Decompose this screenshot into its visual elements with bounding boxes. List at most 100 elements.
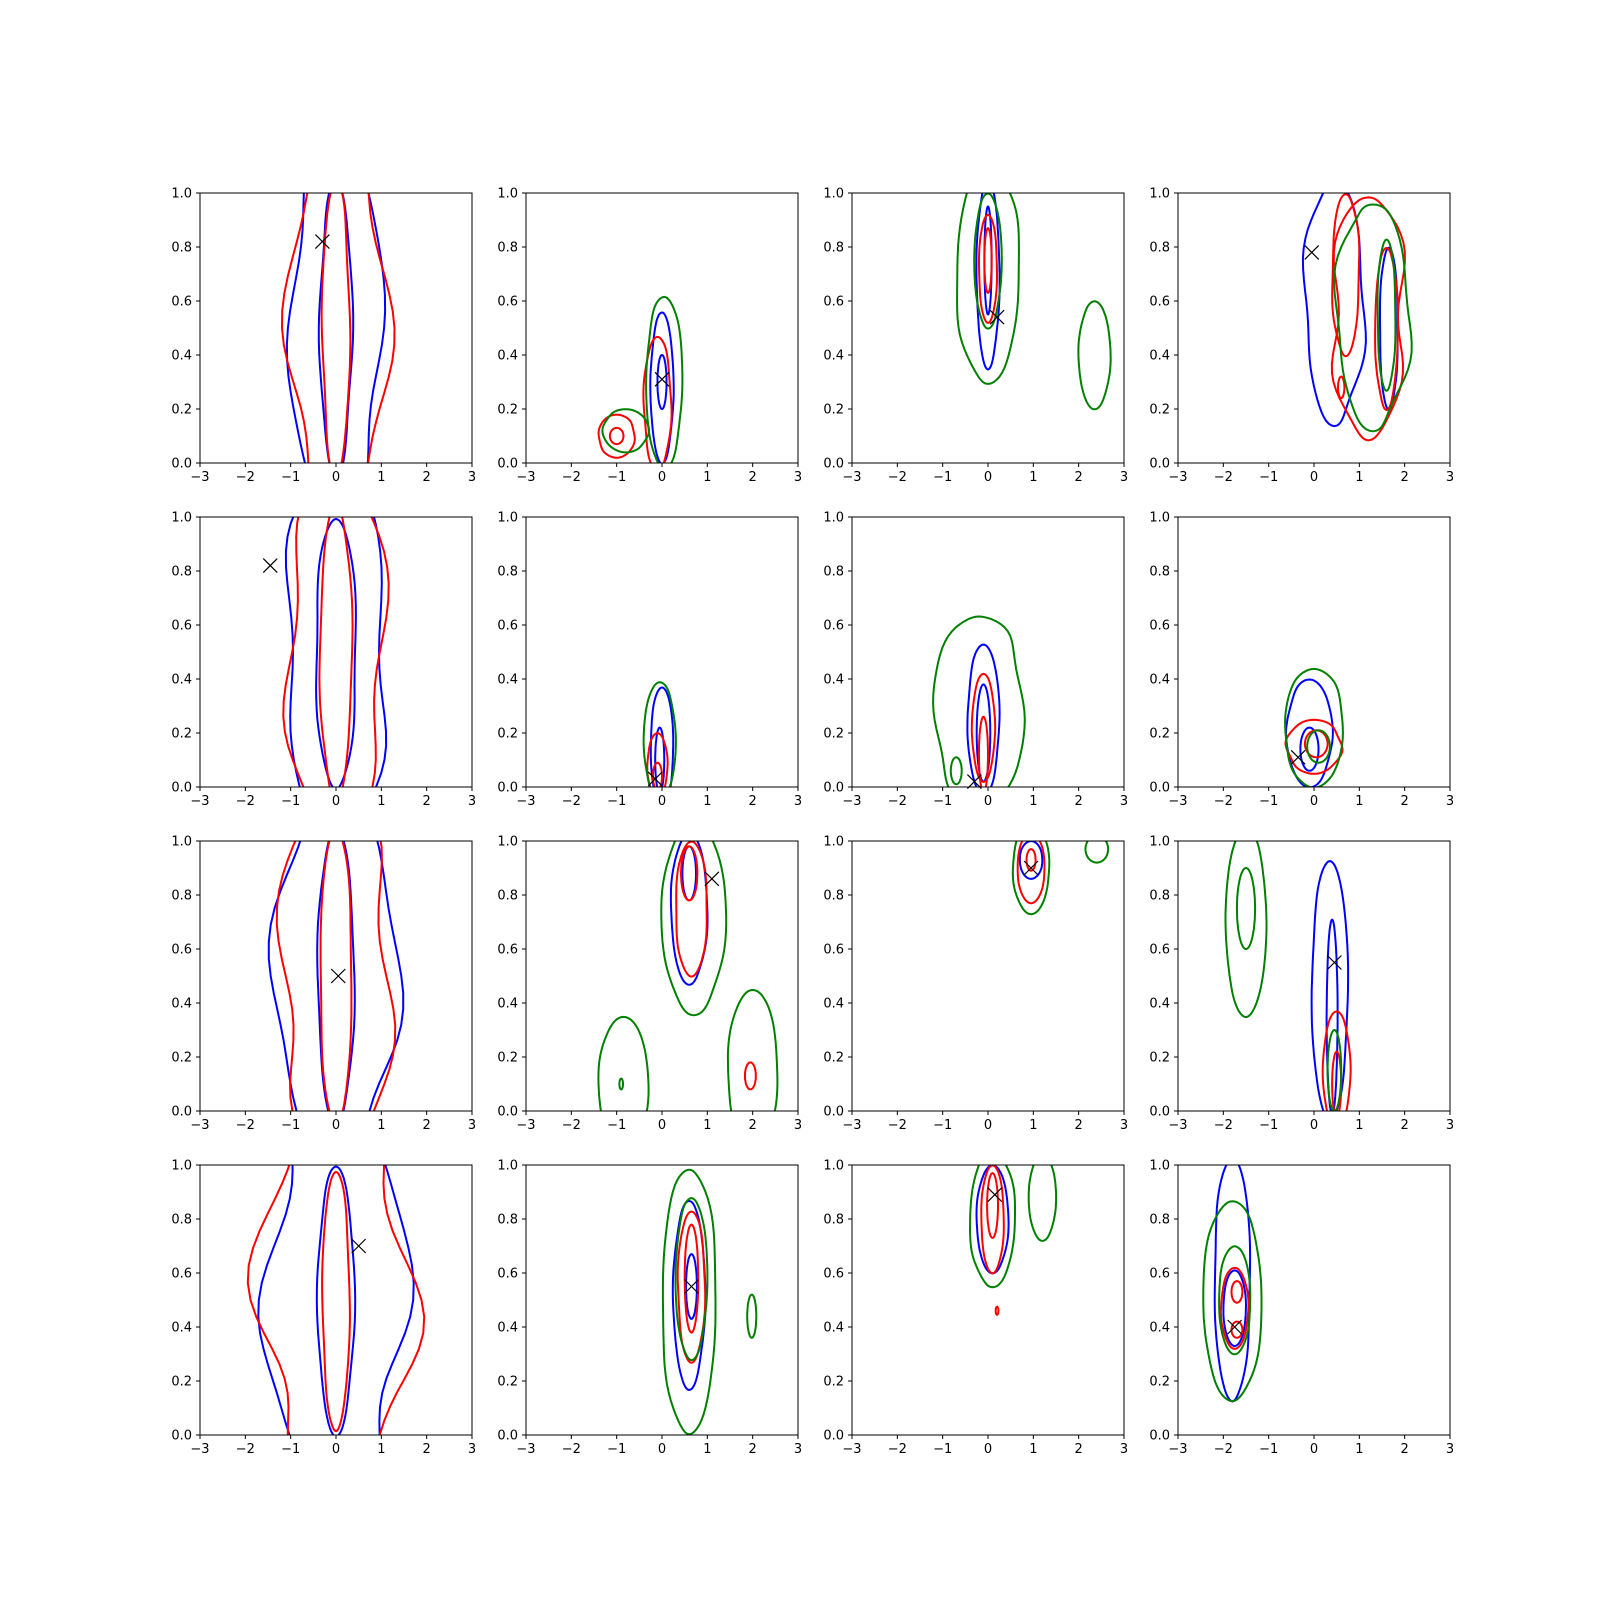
y-tick-label: 0.6: [171, 1267, 192, 1282]
red-contour: [1330, 196, 1406, 442]
y-tick-label: 0.0: [497, 1105, 518, 1120]
blue-contour: [1213, 1165, 1252, 1403]
green-contour: [1326, 1029, 1343, 1111]
y-tick-label: 0.2: [171, 1051, 192, 1066]
y-tick-label: 0.2: [1149, 1051, 1170, 1066]
x-tick-label: 1: [1029, 1118, 1037, 1133]
x-tick-label: −1: [933, 794, 952, 809]
red-contour: [608, 426, 625, 446]
y-tick-label: 0.8: [1149, 241, 1170, 256]
y-tick-label: 0.8: [171, 1213, 192, 1228]
x-tick-label: 0: [984, 794, 992, 809]
x-marker: [314, 234, 330, 250]
y-tick-label: 0.8: [497, 565, 518, 580]
y-tick-label: 0.0: [171, 781, 192, 796]
green-contour: [1202, 1200, 1263, 1403]
y-tick-label: 0.0: [1149, 457, 1170, 472]
y-tick-label: 0.0: [823, 781, 844, 796]
y-tick-label: 0.2: [497, 1051, 518, 1066]
red-contour: [318, 517, 354, 787]
x-tick-label: 3: [1446, 1118, 1454, 1133]
y-tick-label: 0.6: [497, 295, 518, 310]
x-tick-label: 2: [1401, 470, 1409, 485]
blue-contour: [1310, 860, 1350, 1111]
blue-contour: [315, 1165, 357, 1435]
y-tick-label: 1.0: [1149, 187, 1170, 202]
x-tick-label: 1: [703, 794, 711, 809]
x-tick-label: −1: [1259, 794, 1278, 809]
x-tick-label: 0: [984, 1118, 992, 1133]
contour-group: [597, 841, 779, 1111]
y-tick-label: 1.0: [1149, 835, 1170, 850]
x-tick-label: 3: [1446, 794, 1454, 809]
green-contour: [618, 1077, 624, 1091]
green-contour: [645, 295, 684, 463]
red-contour: [977, 715, 989, 787]
x-tick-label: −3: [190, 1118, 209, 1133]
green-contour: [726, 989, 779, 1111]
y-tick-label: 0.0: [171, 457, 192, 472]
green-contour: [1218, 1245, 1252, 1356]
red-contour: [320, 193, 352, 463]
y-tick-label: 1.0: [1149, 511, 1170, 526]
x-tick-label: 3: [1446, 1442, 1454, 1457]
x-tick-label: 2: [423, 470, 431, 485]
blue-contour: [1325, 918, 1339, 1111]
subplot-r2-c1: −3 −2 −1 0 1 2 3 0.0 0.2 0.4 0.6 0.8 1.0: [497, 835, 802, 1134]
y-tick-label: 0.8: [171, 889, 192, 904]
x-tick-label: 2: [1075, 470, 1083, 485]
y-tick-label: 0.4: [823, 349, 844, 364]
x-tick-label: 2: [749, 470, 757, 485]
x-tick-label: 0: [984, 1442, 992, 1457]
x-tick-label: 0: [658, 1442, 666, 1457]
contour-group: [1011, 841, 1110, 916]
x-tick-label: 3: [468, 1118, 476, 1133]
blue-contour: [315, 518, 357, 787]
y-tick-label: 0.4: [497, 1321, 518, 1336]
blue-contour: [257, 1165, 415, 1435]
y-tick-label: 0.4: [1149, 997, 1170, 1012]
x-marker: [1304, 244, 1320, 260]
x-marker: [987, 1187, 1003, 1203]
x-tick-label: −2: [888, 1442, 907, 1457]
red-contour: [642, 335, 673, 463]
blue-contour: [975, 193, 1001, 371]
y-tick-label: 0.6: [823, 943, 844, 958]
x-tick-label: −3: [516, 1442, 535, 1457]
subplot-r1-c3: −3 −2 −1 0 1 2 3 0.0 0.2 0.4 0.6 0.8 1.0: [1149, 511, 1454, 810]
red-contour: [744, 1061, 757, 1091]
y-tick-label: 0.2: [823, 727, 844, 742]
x-tick-label: −2: [236, 1442, 255, 1457]
x-tick-label: −1: [1259, 1442, 1278, 1457]
x-tick-label: −1: [933, 1118, 952, 1133]
y-tick-label: 0.2: [1149, 1375, 1170, 1390]
x-marker: [1290, 749, 1306, 765]
x-tick-label: 3: [1446, 470, 1454, 485]
subplot-r1-c2: −3 −2 −1 0 1 2 3 0.0 0.2 0.4 0.6 0.8 1.0: [823, 511, 1128, 810]
x-tick-label: −2: [888, 1118, 907, 1133]
x-marker: [1227, 1319, 1243, 1335]
y-tick-label: 0.8: [171, 565, 192, 580]
x-marker: [1326, 955, 1342, 970]
y-tick-label: 0.6: [1149, 943, 1170, 958]
y-tick-label: 0.8: [823, 241, 844, 256]
red-contour: [282, 517, 390, 787]
x-tick-label: −3: [1168, 1442, 1187, 1457]
subplot-r0-c0: −3 −2 −1 0 1 2 3 0.0 0.2 0.4 0.6 0.8 1.0: [171, 187, 476, 486]
x-tick-label: −1: [607, 1118, 626, 1133]
blue-contour: [975, 1165, 1010, 1275]
green-contour: [661, 1168, 717, 1435]
x-tick-label: −2: [1214, 1442, 1233, 1457]
axes-frame: [1177, 192, 1451, 464]
x-tick-label: −2: [562, 470, 581, 485]
x-tick-label: −1: [607, 794, 626, 809]
subplot-r1-c0: −3 −2 −1 0 1 2 3 0.0 0.2 0.4 0.6 0.8 1.0: [171, 511, 476, 810]
x-marker: [1023, 860, 1039, 876]
y-tick-label: 0.4: [171, 997, 192, 1012]
contour-group: [281, 193, 396, 463]
red-contour: [597, 413, 636, 459]
red-contour: [1016, 841, 1046, 905]
x-tick-label: 0: [1310, 1442, 1318, 1457]
green-contour: [1084, 841, 1110, 864]
blue-contour: [656, 354, 668, 410]
